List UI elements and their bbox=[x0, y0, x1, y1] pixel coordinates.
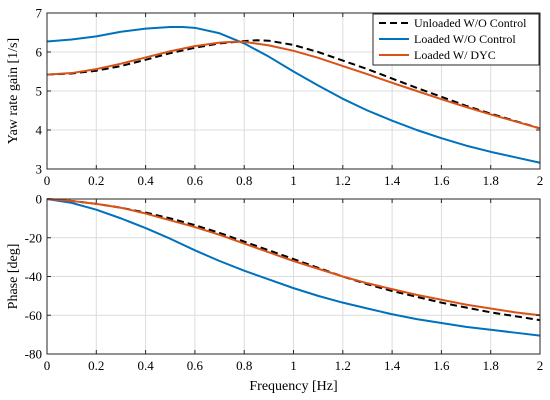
x-tick-label: 1.6 bbox=[433, 173, 450, 188]
legend-label: Loaded W/O Control bbox=[414, 32, 516, 46]
x-tick-label: 1 bbox=[290, 173, 297, 188]
panel-top: 0 0.2 0.4 0.6 0.8 1 1.2 1.4 1.6 1.8 2 3 4 5 6 7 Yaw rate… bbox=[6, 6, 543, 189]
legend-label: Loaded W/ DYC bbox=[414, 48, 496, 62]
series-line-3 bbox=[46, 40, 541, 130]
y-tick-label: -80 bbox=[25, 347, 42, 362]
legend-label: Unloaded W/O Control bbox=[414, 16, 527, 30]
x-tick-label: 1.4 bbox=[384, 358, 401, 373]
y-tick-label: -20 bbox=[25, 230, 42, 245]
x-tick-label: 1.8 bbox=[483, 173, 499, 188]
x-tick-label: 2 bbox=[537, 358, 544, 373]
y-tick-label: -60 bbox=[25, 308, 42, 323]
panel-bottom: 0 0.2 0.4 0.6 0.8 1 1.2 1.4 1.6 1.8 2 -80 -60 -40 -20 0… bbox=[6, 192, 543, 395]
y-axis-title: Phase [deg] bbox=[6, 244, 21, 310]
y-tick-label: 7 bbox=[36, 6, 43, 21]
y-axis-title: Yaw rate gain [1/s] bbox=[6, 38, 21, 144]
y-tick-label: -40 bbox=[25, 269, 42, 284]
x-tick-label: 1.8 bbox=[483, 358, 499, 373]
series-line-3 bbox=[46, 198, 541, 317]
series-line-1 bbox=[46, 39, 541, 130]
y-tick-label: 4 bbox=[36, 123, 43, 138]
x-tick-label: 0.2 bbox=[88, 173, 104, 188]
y-tick-label: 0 bbox=[36, 192, 43, 207]
x-tick-label: 0.4 bbox=[137, 173, 154, 188]
x-tick-label: 0.6 bbox=[187, 358, 204, 373]
x-tick-label: 1.4 bbox=[384, 173, 401, 188]
x-tick-label: 0 bbox=[44, 173, 51, 188]
x-tick-label: 1 bbox=[290, 358, 297, 373]
series-line-2 bbox=[46, 198, 541, 337]
x-tick-label: 0.4 bbox=[137, 358, 154, 373]
y-tick-label: 6 bbox=[36, 45, 43, 60]
y-tick-label: 5 bbox=[36, 84, 43, 99]
x-tick-label: 0.2 bbox=[88, 358, 104, 373]
x-axis-title: Frequency [Hz] bbox=[249, 379, 337, 394]
y-tick-label: 3 bbox=[36, 162, 43, 177]
x-tick-label: 0 bbox=[44, 358, 51, 373]
x-tick-label: 0.6 bbox=[187, 173, 204, 188]
x-tick-label: 0.8 bbox=[236, 358, 252, 373]
x-tick-label: 1.2 bbox=[335, 358, 351, 373]
legend: Unloaded W/O Control Loaded W/O Control Lo… bbox=[372, 13, 540, 66]
x-tick-label: 0.8 bbox=[236, 173, 252, 188]
series-line-2 bbox=[46, 26, 541, 164]
x-tick-label: 2 bbox=[537, 173, 544, 188]
x-tick-label: 1.6 bbox=[433, 358, 450, 373]
x-tick-label: 1.2 bbox=[335, 173, 351, 188]
